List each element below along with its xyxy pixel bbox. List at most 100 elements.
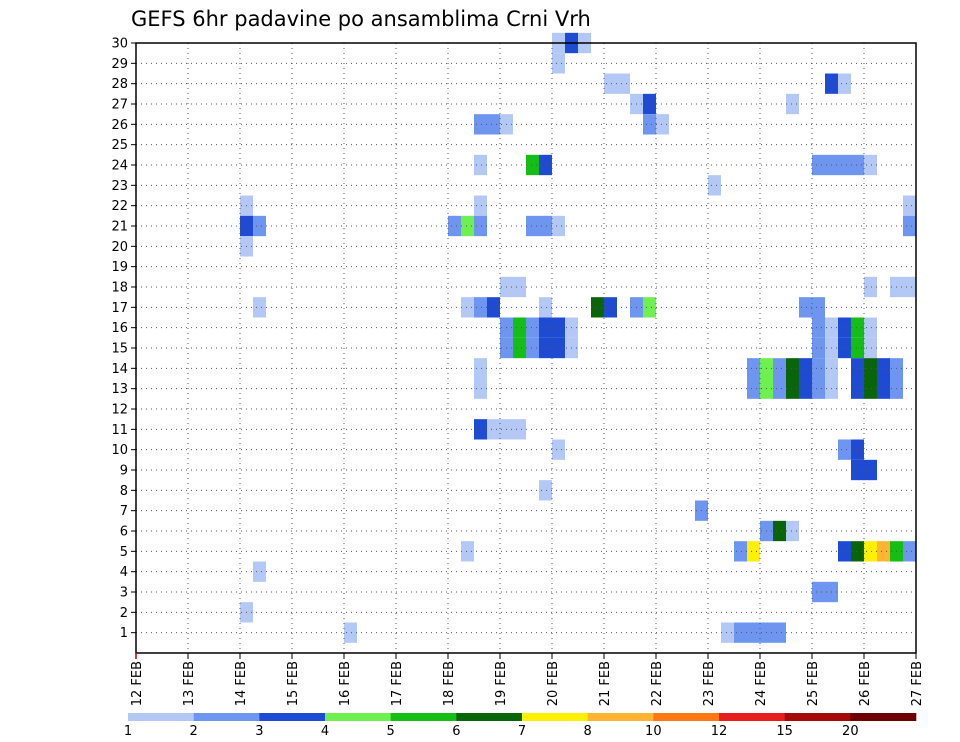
heatmap-cell <box>526 215 539 237</box>
heatmap-cell <box>851 358 864 379</box>
colorbar-label: 3 <box>255 724 263 739</box>
colorbar-label: 5 <box>387 724 395 739</box>
heatmap-cell <box>513 317 526 338</box>
heatmap-cell <box>773 358 786 379</box>
heatmap-cell <box>474 154 487 176</box>
heatmap-cell <box>903 195 916 216</box>
heatmap-cell <box>474 114 487 135</box>
heatmap-cell <box>864 541 877 562</box>
x-tick-label: 27 FEB <box>910 661 925 706</box>
heatmap-cell <box>812 581 825 603</box>
x-tick-label: 23 FEB <box>702 661 717 706</box>
heatmap-cell <box>851 317 864 338</box>
heatmap-cell <box>474 195 487 216</box>
heatmap-cell <box>773 520 786 542</box>
y-tick-label: 6 <box>120 525 128 540</box>
heatmap-cell <box>487 297 500 318</box>
colorbar-swatch <box>390 713 457 721</box>
y-tick-label: 12 <box>111 403 128 418</box>
heatmap-cell <box>552 53 565 74</box>
chart-title: GEFS 6hr padavine po ansamblima Crni Vrh <box>131 7 591 31</box>
heatmap-cell <box>474 358 487 379</box>
colorbar-label: 12 <box>711 724 728 739</box>
heatmap-cell <box>474 378 487 399</box>
heatmap-cell <box>253 297 266 318</box>
heatmap-cell <box>799 358 812 379</box>
heatmap-cell <box>838 154 851 176</box>
heatmap-cell <box>773 378 786 399</box>
x-tick-label: 26 FEB <box>858 661 873 706</box>
heatmap-cell <box>513 276 526 298</box>
heatmap-cell <box>747 622 760 643</box>
y-tick-label: 16 <box>111 321 128 336</box>
heatmap-cell <box>513 337 526 359</box>
heatmap-cell <box>526 337 539 359</box>
heatmap-cell <box>812 297 825 318</box>
colorbar-swatch <box>587 713 654 721</box>
heatmap-cell <box>851 337 864 359</box>
heatmap-cell <box>539 297 552 318</box>
colorbar-label: 1 <box>124 724 132 739</box>
heatmap-cell <box>552 337 565 359</box>
x-tick-label: 24 FEB <box>754 661 769 706</box>
x-tick-label: 20 FEB <box>546 661 561 706</box>
heatmap-cell <box>448 215 461 237</box>
y-tick-label: 20 <box>111 240 128 255</box>
y-tick-label: 4 <box>120 565 128 580</box>
heatmap-cell <box>903 215 916 237</box>
colorbar-label: 15 <box>776 724 793 739</box>
heatmap-cell <box>747 358 760 379</box>
heatmap-cell <box>786 358 799 379</box>
x-tick-label: 18 FEB <box>442 661 457 706</box>
heatmap-cell <box>604 73 617 94</box>
y-tick-label: 21 <box>111 220 128 235</box>
heatmap-cell <box>903 541 916 562</box>
y-tick-label: 25 <box>111 138 128 153</box>
heatmap-cell <box>786 93 799 115</box>
y-tick-label: 17 <box>111 301 128 316</box>
heatmap-cell <box>344 622 357 643</box>
colorbar-label: 20 <box>842 724 859 739</box>
heatmap-cell <box>799 297 812 318</box>
heatmap-cell <box>552 215 565 237</box>
heatmap-cell <box>747 541 760 562</box>
heatmap-cell <box>721 622 734 643</box>
heatmap-cell <box>838 541 851 562</box>
heatmap-cell <box>877 541 890 562</box>
colorbar-swatch <box>259 713 326 721</box>
heatmap-cell <box>812 337 825 359</box>
heatmap-cell <box>643 297 656 318</box>
heatmap-cell <box>838 337 851 359</box>
y-tick-label: 24 <box>111 159 128 174</box>
heatmap-cell <box>773 622 786 643</box>
colorbar-swatch <box>325 713 391 721</box>
heatmap-cell <box>786 520 799 542</box>
heatmap-cell <box>812 378 825 399</box>
heatmap-cell <box>656 114 669 135</box>
heatmap-cell <box>526 154 539 176</box>
y-tick-label: 23 <box>111 179 128 194</box>
x-tick-label: 15 FEB <box>286 661 301 706</box>
heatmap-cell <box>812 358 825 379</box>
x-tick-label: 14 FEB <box>234 661 249 706</box>
colorbar-swatch <box>128 713 194 721</box>
y-tick-label: 19 <box>111 260 128 275</box>
heatmap-cell <box>539 337 552 359</box>
heatmap-cell <box>877 358 890 379</box>
heatmap-cell <box>864 378 877 399</box>
y-tick-label: 13 <box>111 382 128 397</box>
heatmap-cell <box>461 297 474 318</box>
heatmap-cell <box>734 541 747 562</box>
heatmap-cell <box>474 419 487 440</box>
heatmap-cell <box>474 215 487 237</box>
heatmap-cell <box>617 73 630 94</box>
y-tick-label: 3 <box>120 586 128 601</box>
heatmap-cell <box>253 215 266 237</box>
y-tick-label: 9 <box>120 464 128 479</box>
colorbar-label: 7 <box>518 724 526 739</box>
heatmap-cell <box>461 541 474 562</box>
heatmap-cell <box>799 378 812 399</box>
heatmap-cell <box>643 114 656 135</box>
heatmap-cell <box>786 378 799 399</box>
x-tick-label: 16 FEB <box>338 661 353 706</box>
